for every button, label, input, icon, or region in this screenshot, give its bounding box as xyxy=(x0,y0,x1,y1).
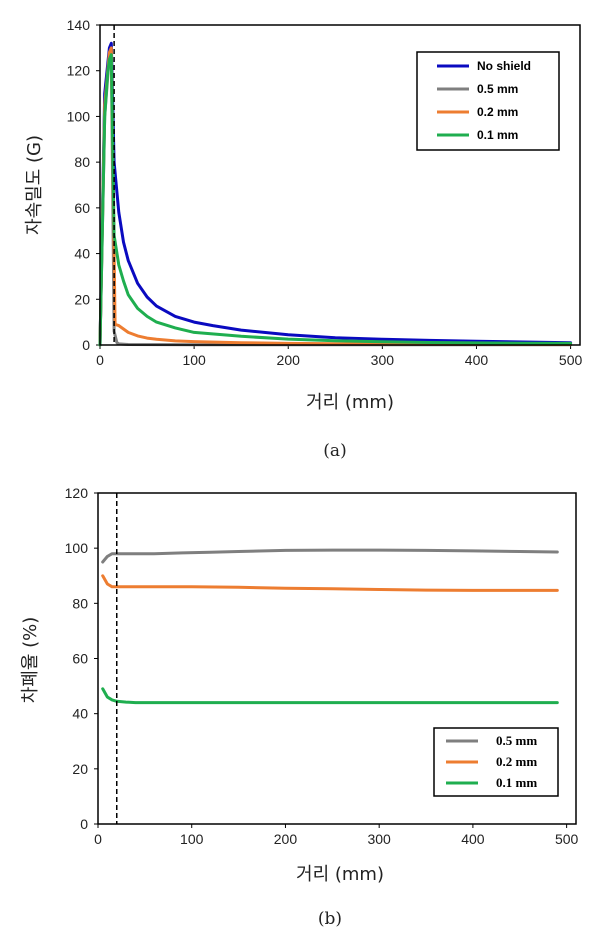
chart-a-series-0-2-mm xyxy=(98,46,573,347)
chart-b-ytick-label: 120 xyxy=(65,485,89,501)
chart-b-ytick-label: 0 xyxy=(80,816,88,832)
chart-a-xtick-label: 100 xyxy=(182,352,206,368)
chart-b-series xyxy=(101,548,559,705)
chart-b-ytick-label: 100 xyxy=(65,540,89,556)
chart-a-xtick-label: 200 xyxy=(277,352,301,368)
chart-a-series-0-1-mm xyxy=(98,53,573,347)
chart-b-ytick-label: 80 xyxy=(72,595,88,611)
chart-b-xtick-label: 100 xyxy=(180,831,204,847)
chart-b-series-0-2-mm xyxy=(101,574,559,592)
chart-a-xlabel: 거리 (mm) xyxy=(306,392,394,413)
chart-b-ytick-label: 40 xyxy=(72,706,88,722)
chart-a-xtick-label: 500 xyxy=(559,352,583,368)
chart-a-ytick-label: 0 xyxy=(82,337,90,353)
chart-a-ytick-label: 140 xyxy=(67,17,91,33)
chart-a-legend-label-no-shield: No shield xyxy=(477,59,531,73)
chart-b-series-0-5-mm xyxy=(101,548,559,564)
chart-b-legend: 0.5 mm 0.2 mm 0.1 mm xyxy=(433,727,559,797)
chart-b-series-0-1-mm xyxy=(101,687,559,705)
chart-a-ytick-label: 40 xyxy=(74,246,90,262)
chart-b-xtick-label: 200 xyxy=(274,831,298,847)
chart-a-ylabel: 자속밀도 (G) xyxy=(24,135,45,235)
chart-a: 0 100 200 300 400 500 0 20 40 60 80 100 120 140 No sh… xyxy=(24,17,582,461)
chart-b-xtick-label: 500 xyxy=(555,831,579,847)
chart-b-xtick-label: 300 xyxy=(367,831,391,847)
chart-a-xtick-label: 300 xyxy=(371,352,395,368)
chart-b-panel-label: (b) xyxy=(318,909,342,929)
chart-b-xtick-label: 400 xyxy=(461,831,485,847)
chart-a-ytick-label: 100 xyxy=(67,108,91,124)
chart-a-ytick-label: 80 xyxy=(74,154,90,170)
chart-a-legend-box xyxy=(416,51,560,151)
chart-a-legend-label-0-5-mm: 0.5 mm xyxy=(477,82,518,96)
chart-a-ytick-label: 120 xyxy=(67,63,91,79)
chart-b-ticks: 0 100 200 300 400 500 0 20 40 60 80 100 120 xyxy=(65,485,579,847)
chart-b-frame xyxy=(97,492,577,825)
chart-a-ytick-label: 20 xyxy=(74,291,90,307)
chart-a-legend-label-0-1-mm: 0.1 mm xyxy=(477,128,518,142)
chart-a-xtick-label: 400 xyxy=(465,352,489,368)
chart-a-ticks: 0 100 200 300 400 500 0 20 40 60 80 100 120 140 xyxy=(67,17,583,368)
chart-a-xtick-label: 0 xyxy=(96,352,104,368)
chart-b-xtick-label: 0 xyxy=(94,831,102,847)
chart-b-ytick-label: 20 xyxy=(72,761,88,777)
chart-a-legend-label-0-2-mm: 0.2 mm xyxy=(477,105,518,119)
chart-b-ytick-label: 60 xyxy=(72,651,88,667)
chart-b-xlabel: 거리 (mm) xyxy=(296,864,384,885)
chart-a-legend: No shield 0.5 mm 0.2 mm 0.1 mm xyxy=(416,51,560,151)
chart-b-legend-label-0-1-mm: 0.1 mm xyxy=(496,775,537,790)
chart-a-frame xyxy=(99,24,581,346)
chart-b-legend-label-0-5-mm: 0.5 mm xyxy=(496,733,537,748)
chart-a-panel-label: (a) xyxy=(323,441,346,461)
chart-b-legend-label-0-2-mm: 0.2 mm xyxy=(496,754,537,769)
chart-b-ylabel: 차폐율 (%) xyxy=(20,617,41,704)
chart-a-ytick-label: 60 xyxy=(74,200,90,216)
